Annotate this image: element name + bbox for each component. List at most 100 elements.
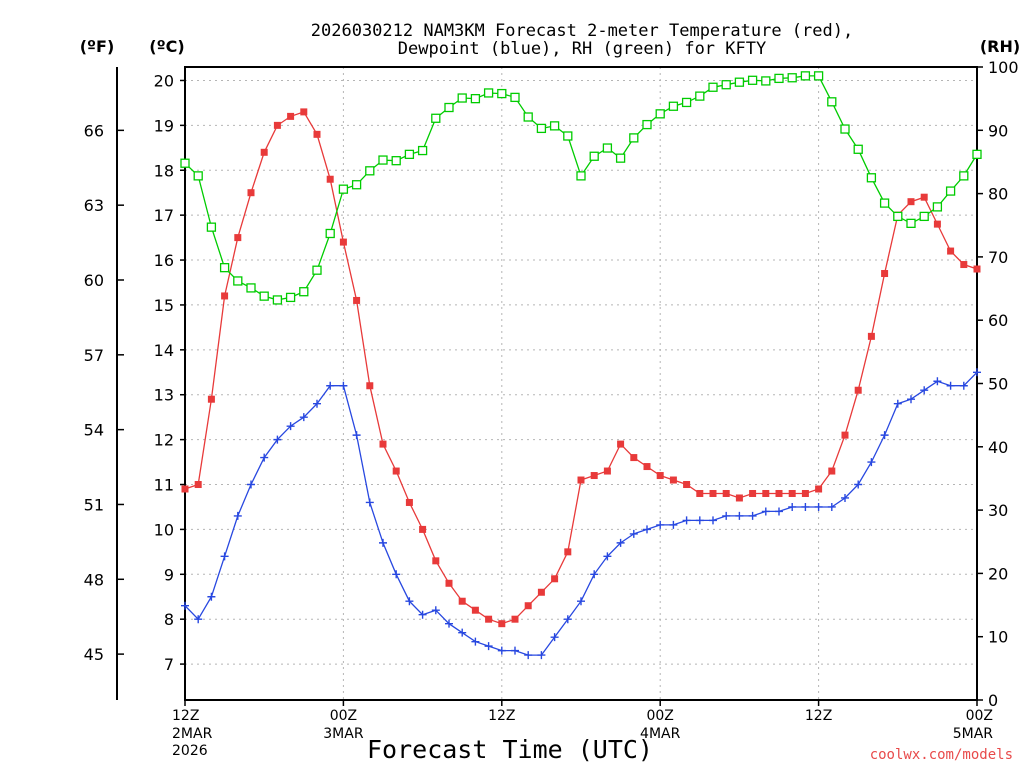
temperature-point	[313, 130, 321, 138]
rh-point	[563, 131, 573, 141]
dewpoint-point	[286, 422, 295, 431]
series-temperature	[181, 108, 981, 628]
rh-point	[483, 88, 494, 98]
credit-text: coolwx.com/models	[870, 747, 1013, 763]
rh-point	[655, 109, 665, 119]
dewpoint-point	[524, 651, 533, 660]
dewpoint-point	[616, 538, 625, 547]
dewpoint-point	[722, 511, 731, 520]
temperature-point	[221, 292, 229, 300]
temperature-point	[815, 485, 823, 493]
temperature-point	[801, 489, 809, 497]
temperature-point	[339, 238, 347, 246]
celsius-unit-label: (ºC)	[149, 37, 184, 56]
rh-tick-label: 90	[988, 121, 1008, 140]
rh-point	[774, 73, 784, 84]
rh-point	[233, 276, 243, 286]
dewpoint-point	[907, 395, 915, 404]
dewpoint-point	[629, 529, 638, 538]
rh-point	[734, 77, 745, 87]
x-tick-date: 5MAR	[953, 726, 994, 742]
x-tick-date: 3MAR	[323, 726, 364, 742]
x-tick-label: 00Z	[966, 708, 993, 724]
temperature-point	[326, 175, 334, 183]
dewpoint-point	[669, 520, 678, 529]
dewpoint-point	[801, 502, 810, 511]
rh-tick-label: 0	[988, 691, 998, 710]
temperature-line	[184, 111, 978, 625]
dewpoint-point	[643, 525, 651, 534]
dewpoint-point	[339, 381, 348, 390]
rh-point	[338, 184, 349, 194]
rh-point	[893, 211, 903, 222]
fahrenheit-tick-label: 51	[84, 495, 104, 514]
fahrenheit-tick-label: 66	[84, 121, 104, 140]
rh-tick-label: 20	[988, 564, 1008, 583]
temperature-point	[247, 189, 255, 197]
dewpoint-point	[484, 642, 493, 651]
rh-point	[840, 124, 850, 134]
temperature-point	[854, 386, 862, 394]
rh-point	[972, 149, 982, 160]
rh-point	[193, 171, 203, 181]
rh-point	[721, 80, 731, 90]
dewpoint-point	[827, 502, 836, 511]
rh-point	[959, 171, 969, 181]
dewpoint-point	[299, 413, 308, 422]
dewpoint-point	[788, 502, 797, 511]
dewpoint-point	[181, 601, 189, 610]
temperature-point	[445, 579, 453, 587]
dewpoint-point	[695, 516, 704, 525]
dewpoint-point	[405, 597, 414, 606]
axes: 7 8 9 10 11 12 13 14 15 16 17 18 19 20 45 48 51 54 57 60 63 6…	[84, 58, 1019, 759]
temperature-point	[537, 588, 545, 596]
dewpoint-point	[841, 493, 849, 502]
dewpoint-point	[867, 458, 876, 467]
rh-tick-label: 80	[988, 185, 1008, 204]
rh-point	[523, 112, 533, 122]
rh-point	[404, 149, 415, 160]
temperature-point	[960, 261, 968, 269]
temperature-point	[669, 476, 677, 484]
dewpoint-point	[920, 386, 929, 395]
dewpoint-point	[352, 431, 361, 440]
temperature-point	[722, 489, 730, 497]
chart-title-line-1: 2026030212 NAM3KM Forecast 2-meter Tempe…	[311, 21, 853, 41]
rh-point	[708, 82, 718, 92]
temperature-point	[973, 265, 981, 273]
x-tick-label: 12Z	[488, 708, 515, 724]
temperature-point	[947, 247, 955, 255]
rh-tick-label: 100	[988, 58, 1019, 77]
rh-point	[391, 156, 401, 166]
x-tick-label: 12Z	[172, 708, 199, 724]
rh-point	[827, 97, 837, 107]
temperature-point	[867, 332, 875, 340]
dewpoint-point	[563, 615, 572, 624]
dewpoint-point	[392, 570, 401, 579]
rh-point	[602, 143, 613, 153]
rh-tick-label: 40	[988, 438, 1008, 457]
rh-point	[668, 101, 679, 111]
temperature-point	[920, 193, 928, 201]
temperature-point	[735, 494, 743, 502]
temperature-point	[511, 615, 519, 623]
temperature-point	[379, 440, 387, 448]
temperature-point	[881, 270, 889, 278]
rh-tick-label: 70	[988, 248, 1008, 267]
rh-point	[879, 198, 890, 208]
rh-point	[444, 102, 454, 113]
x-axis-title: Forecast Time (UTC)	[367, 735, 653, 764]
dewpoint-point	[709, 516, 717, 525]
dewpoint-point	[497, 646, 506, 655]
rh-point	[246, 283, 256, 293]
data-series	[180, 71, 982, 660]
celsius-tick-label: 15	[154, 296, 174, 315]
dewpoint-point	[656, 520, 665, 529]
rh-point	[747, 75, 758, 85]
celsius-tick-label: 16	[154, 251, 174, 270]
celsius-tick-label: 7	[164, 655, 174, 674]
celsius-tick-label: 11	[154, 476, 174, 495]
rh-point	[312, 265, 322, 275]
dewpoint-point	[933, 377, 942, 386]
